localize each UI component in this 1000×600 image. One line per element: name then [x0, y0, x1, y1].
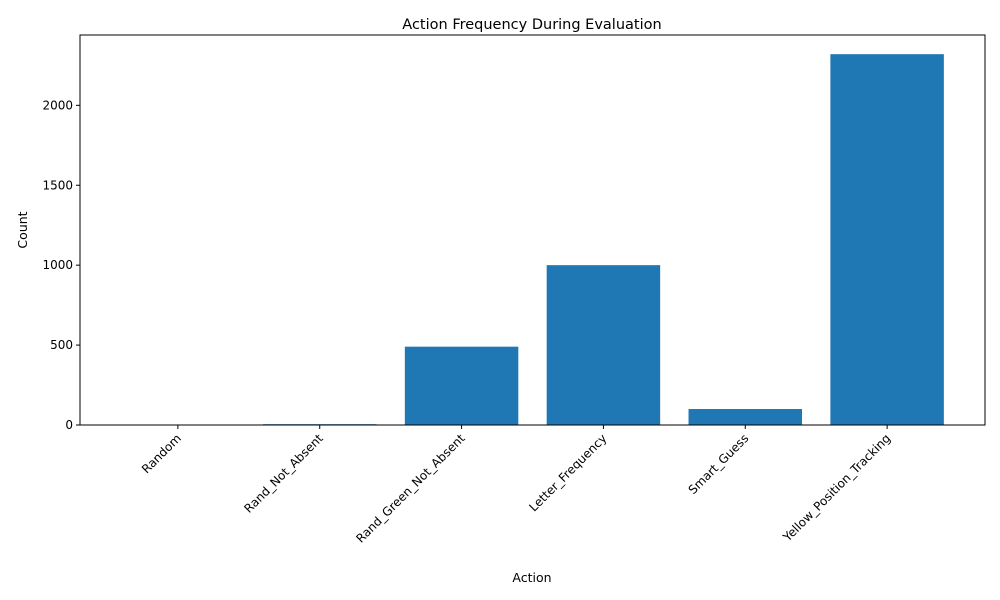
bar-yellow-position-tracking: [830, 54, 944, 426]
y-tick-label: 1000: [42, 258, 73, 272]
y-tick-label: 2000: [42, 98, 73, 112]
plot-area-frame: [79, 34, 986, 426]
bar-rand-green-not-absent: [404, 346, 519, 425]
y-axis-label: Count: [15, 211, 30, 248]
chart-title: Action Frequency During Evaluation: [402, 17, 661, 33]
x-axis-label: Action: [512, 570, 551, 585]
y-tick-label: 500: [50, 338, 73, 352]
bar-smart-guess: [688, 409, 803, 425]
y-tick-label: 0: [65, 418, 73, 432]
y-tick-label: 1500: [42, 178, 73, 192]
bar-letter-frequency: [546, 265, 661, 425]
y-axis-ticks: 0 500 1000 1500 2000: [42, 98, 80, 432]
bars-group: [262, 54, 944, 426]
